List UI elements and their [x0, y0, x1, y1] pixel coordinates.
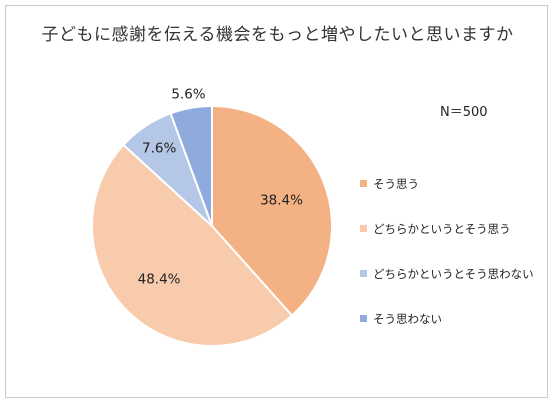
pie-label-0: 38.4% [260, 192, 303, 208]
legend-label-3: そう思わない [373, 312, 442, 326]
legend-label-2: どちらかというとそう思わない [373, 267, 534, 281]
legend-label-1: どちらかというとそう思う [373, 222, 511, 236]
legend-swatch-3 [360, 315, 367, 322]
pie-label-2: 7.6% [142, 140, 176, 156]
pie-slices [91, 104, 333, 347]
pie-slice-0 [211, 104, 333, 317]
legend-item-3: そう思わない [360, 311, 442, 327]
chart-title: 子どもに感謝を伝える機会をもっと増やしたいと思いますか [41, 25, 514, 45]
pie-label-3: 5.6% [171, 87, 205, 103]
legend-item-1: どちらかというとそう思う [360, 221, 511, 237]
pie-labels: 38.4% 48.4% 7.6% 5.6% [138, 87, 304, 288]
legend-swatch-0 [360, 180, 367, 187]
pie-slice-1 [91, 143, 294, 347]
legend-swatch-1 [360, 225, 367, 232]
legend-swatch-2 [360, 270, 367, 277]
pie-slice-3 [169, 104, 213, 227]
legend-item-0: そう思う [360, 176, 419, 192]
legend-label-0: そう思う [373, 177, 419, 191]
legend-item-2: どちらかというとそう思わない [360, 266, 534, 282]
pie-label-1: 48.4% [138, 271, 181, 287]
sample-size-label: N＝500 [440, 105, 488, 120]
